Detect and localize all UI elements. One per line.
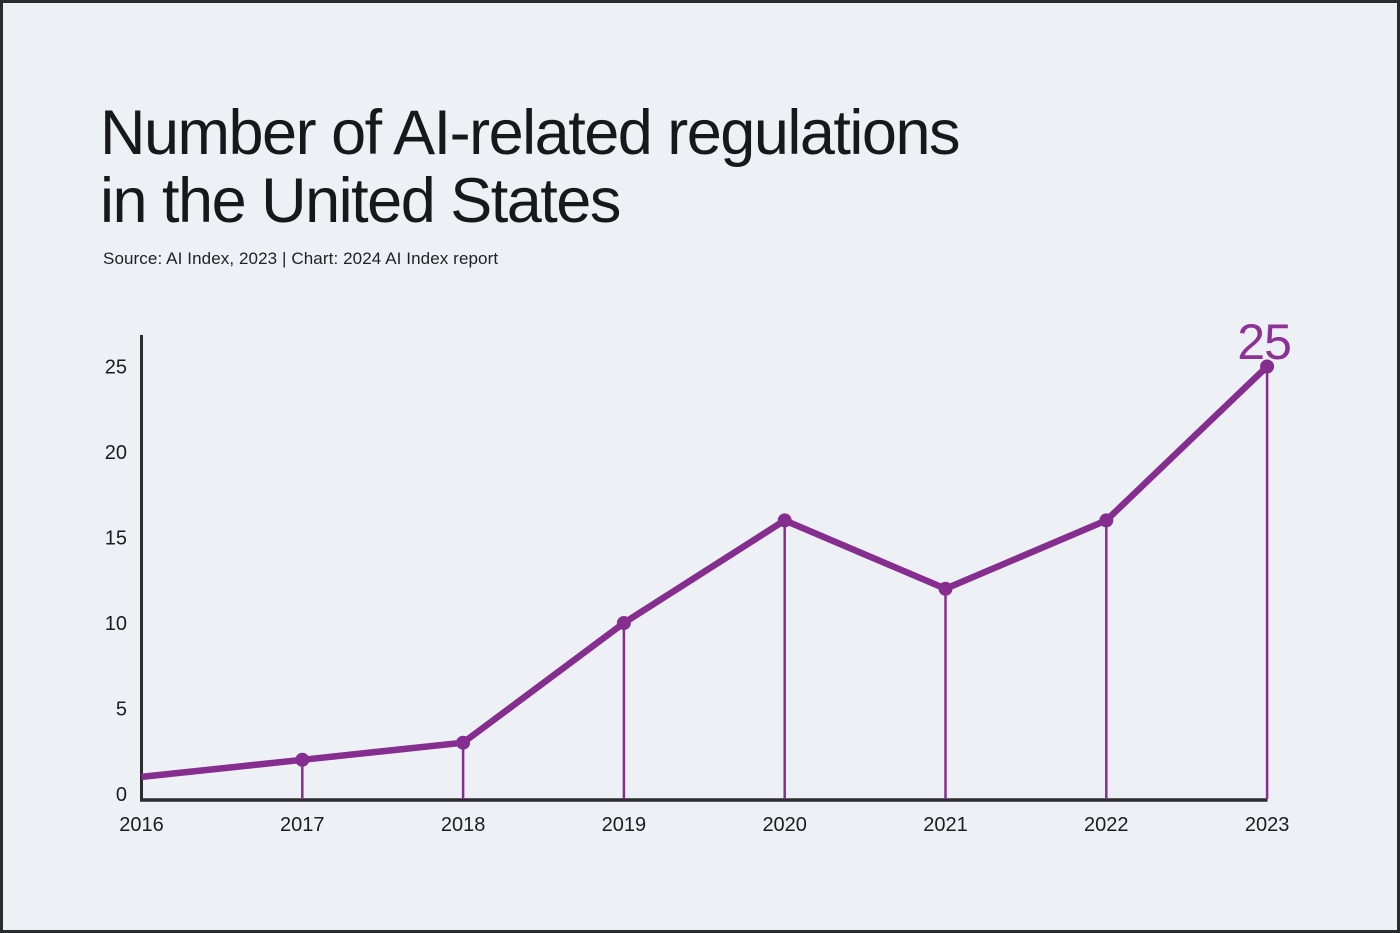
y-tick-label-15: 15 bbox=[105, 528, 127, 550]
x-tick-label-2019: 2019 bbox=[602, 814, 647, 836]
data-point-2017 bbox=[295, 752, 310, 767]
data-point-2018 bbox=[456, 735, 471, 750]
x-tick-label-2016: 2016 bbox=[119, 814, 164, 836]
chart-header: Number of AI-related regulations in the U… bbox=[100, 98, 960, 269]
x-tick-label-2021: 2021 bbox=[923, 814, 968, 836]
data-point-2022 bbox=[1099, 513, 1114, 528]
last-value-label: 25 bbox=[1237, 314, 1291, 370]
chart-title-line-2: in the United States bbox=[100, 166, 621, 237]
data-point-2023 bbox=[1260, 359, 1275, 374]
y-tick-label-0: 0 bbox=[116, 784, 127, 806]
x-tick-label-2017: 2017 bbox=[280, 814, 325, 836]
y-tick-label-20: 20 bbox=[105, 442, 127, 464]
x-tick-label-2018: 2018 bbox=[441, 814, 486, 836]
y-tick-label-25: 25 bbox=[105, 357, 127, 379]
chart-source-credit: Source: AI Index, 2023 | Chart: 2024 AI … bbox=[103, 249, 499, 269]
chart-title-line-1: Number of AI-related regulations bbox=[100, 98, 960, 168]
y-tick-label-10: 10 bbox=[105, 613, 127, 635]
y-tick-label-5: 5 bbox=[116, 699, 127, 721]
data-point-2021 bbox=[938, 581, 953, 596]
series-line bbox=[141, 364, 1270, 781]
data-point-2019 bbox=[616, 616, 631, 630]
x-tick-label-2020: 2020 bbox=[762, 814, 807, 836]
line-chart: 0 5 10 15 20 25 2016 2017 2018 2019 2020 2021 2022 20… bbox=[105, 314, 1292, 836]
data-point-2020 bbox=[777, 513, 792, 528]
x-tick-label-2022: 2022 bbox=[1084, 814, 1129, 836]
chart-title: Number of AI-related regulations in the U… bbox=[100, 98, 960, 237]
x-tick-label-2023: 2023 bbox=[1245, 814, 1290, 836]
